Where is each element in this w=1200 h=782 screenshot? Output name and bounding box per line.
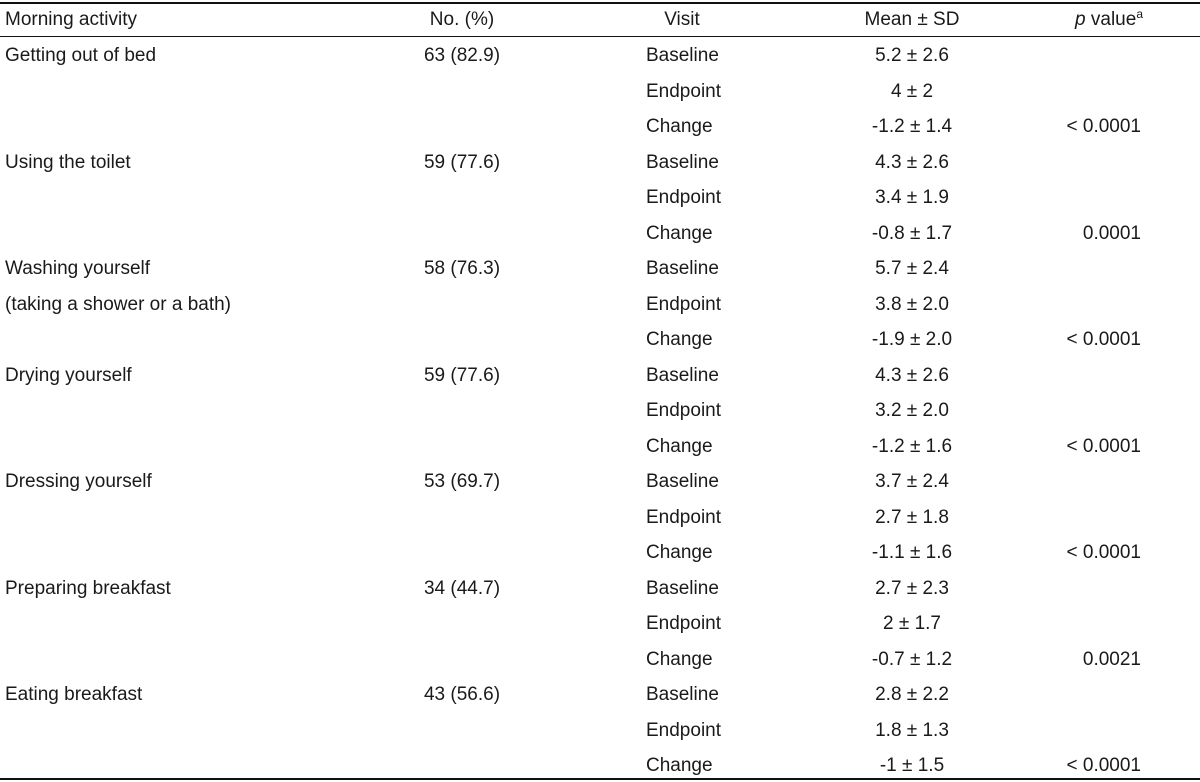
- mean-sd-value: 3.8 ± 2.0: [875, 293, 949, 315]
- mean-sd-value: -1.2 ± 1.6: [871, 435, 953, 457]
- no-pct-value: 34 (44.7): [423, 577, 501, 599]
- header-activity: Morning activity: [5, 9, 137, 30]
- mean-sd-value: -0.7 ± 1.2: [871, 648, 953, 670]
- mean-sd-value: 2 ± 1.7: [883, 613, 941, 634]
- visit-label: Change: [646, 222, 713, 244]
- mean-sd-value: 4.3 ± 2.6: [875, 151, 949, 173]
- mean-sd-value: 2.7 ± 1.8: [875, 506, 949, 528]
- visit-label: Endpoint: [646, 506, 722, 528]
- mean-sd-value: 4 ± 2: [890, 80, 934, 102]
- mean-sd-value: 5.2 ± 2.6: [875, 45, 949, 66]
- mean-sd-value: 4.3 ± 2.6: [875, 364, 949, 386]
- visit-label: Endpoint: [646, 293, 722, 315]
- visit-label: Baseline: [646, 151, 719, 173]
- header-no-pct: No. (%): [429, 9, 495, 30]
- p-value: < 0.0001: [1066, 435, 1142, 457]
- table-top-rule: [0, 2, 1200, 4]
- header-p-rest: value: [1085, 9, 1137, 30]
- activity-label: Getting out of bed: [5, 45, 157, 66]
- visit-label: Change: [646, 116, 713, 137]
- mean-sd-value: 1.8 ± 1.3: [875, 719, 949, 741]
- mean-sd-value: 2.7 ± 2.3: [875, 577, 949, 599]
- visit-label: Baseline: [646, 471, 719, 492]
- activity-label: Using the toilet: [5, 151, 131, 173]
- header-p-footnote: a: [1136, 7, 1143, 21]
- no-pct-value: 43 (56.6): [423, 684, 501, 705]
- mean-sd-value: -1.1 ± 1.6: [871, 542, 953, 563]
- mean-sd-value: -1.9 ± 2.0: [871, 329, 953, 350]
- mean-sd-value: -0.8 ± 1.7: [871, 222, 953, 244]
- header-p-value: p valuea: [1000, 8, 1143, 32]
- visit-label: Change: [646, 648, 713, 670]
- activity-label: Eating breakfast: [5, 684, 143, 705]
- visit-label: Baseline: [646, 45, 719, 66]
- activity-label: Drying yourself: [5, 364, 132, 386]
- table-header-row: Morning activity No. (%) Visit Mean ± SD…: [0, 5, 1200, 35]
- mean-sd-value: 3.4 ± 1.9: [875, 187, 949, 208]
- p-value: < 0.0001: [1066, 542, 1142, 563]
- mean-sd-value: -1 ± 1.5: [879, 755, 945, 776]
- visit-label: Endpoint: [646, 400, 722, 421]
- no-pct-value: 63 (82.9): [423, 45, 501, 66]
- table-header-rule: [0, 36, 1200, 37]
- visit-label: Baseline: [646, 684, 719, 705]
- mean-sd-value: 2.8 ± 2.2: [875, 684, 949, 705]
- visit-label: Baseline: [646, 577, 719, 599]
- visit-label: Change: [646, 542, 713, 563]
- table-bottom-rule: [0, 778, 1200, 780]
- header-mean-sd: Mean ± SD: [864, 9, 960, 30]
- p-value: < 0.0001: [1066, 755, 1142, 776]
- p-value: 0.0021: [1082, 648, 1141, 670]
- visit-label: Baseline: [646, 258, 719, 279]
- p-value: < 0.0001: [1066, 116, 1142, 137]
- mean-sd-value: 3.7 ± 2.4: [875, 471, 949, 492]
- no-pct-value: 58 (76.3): [423, 258, 501, 279]
- visit-label: Endpoint: [646, 80, 722, 102]
- activity-label: (taking a shower or a bath): [5, 293, 232, 315]
- visit-label: Endpoint: [646, 613, 722, 634]
- activity-label: Dressing yourself: [5, 471, 152, 492]
- visit-label: Change: [646, 435, 713, 457]
- activity-label: Preparing breakfast: [5, 577, 171, 599]
- mean-sd-value: 5.7 ± 2.4: [875, 258, 949, 279]
- visit-label: Endpoint: [646, 187, 722, 208]
- mean-sd-value: -1.2 ± 1.4: [871, 116, 953, 137]
- header-visit: Visit: [664, 9, 700, 30]
- p-value: 0.0001: [1082, 222, 1141, 244]
- no-pct-value: 59 (77.6): [423, 151, 501, 173]
- activity-label: Washing yourself: [5, 258, 151, 279]
- visit-label: Change: [646, 329, 713, 350]
- no-pct-value: 53 (69.7): [423, 471, 501, 492]
- visit-label: Baseline: [646, 364, 719, 386]
- visit-label: Change: [646, 755, 713, 776]
- header-p-letter: p: [1075, 9, 1086, 30]
- no-pct-value: 59 (77.6): [423, 364, 501, 386]
- visit-label: Endpoint: [646, 719, 722, 741]
- mean-sd-value: 3.2 ± 2.0: [875, 400, 949, 421]
- p-value: < 0.0001: [1066, 329, 1142, 350]
